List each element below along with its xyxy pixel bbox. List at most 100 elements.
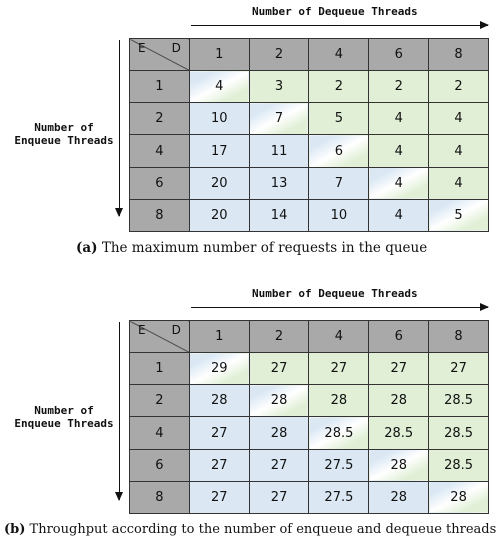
col-header: 1 — [188, 37, 250, 72]
table-row: 2 28 28 28 28 28.5 — [129, 384, 489, 418]
col-header: 6 — [368, 319, 430, 354]
table-cell: 28 — [308, 384, 370, 418]
corner-e-label: E — [138, 323, 146, 337]
header-row: E D 1 2 4 6 8 — [129, 37, 489, 72]
table-cell: 27 — [188, 480, 250, 515]
table-cell: 5 — [428, 198, 489, 233]
row-axis-label-line1: Number of — [34, 404, 94, 417]
table-cell: 6 — [308, 134, 370, 168]
table-cell: 4 — [428, 166, 489, 200]
table-cell: 27.5 — [308, 448, 370, 482]
table-cell: 28.5 — [428, 416, 489, 450]
header-row: E D 1 2 4 6 8 — [129, 319, 489, 354]
col-header: 2 — [248, 319, 310, 354]
row-header: 2 — [129, 102, 190, 136]
table-cell: 2 — [368, 70, 430, 104]
table-row: 2 10 7 5 4 4 — [129, 102, 489, 136]
corner-cell: E D — [129, 37, 190, 72]
table-cell: 17 — [188, 134, 250, 168]
table-cell: 28 — [248, 384, 310, 418]
caption-text: The maximum number of requests in the qu… — [101, 240, 428, 256]
table-cell: 7 — [248, 102, 310, 136]
col-header: 2 — [248, 37, 310, 72]
table-cell: 4 — [368, 102, 430, 136]
table-cell: 3 — [248, 70, 310, 104]
panel-b-row-axis-arrow — [115, 322, 123, 501]
table-cell: 27 — [248, 448, 310, 482]
table-row: 6 27 27 27.5 28 28.5 — [129, 448, 489, 482]
table-cell: 29 — [188, 352, 250, 386]
table-cell: 28 — [368, 384, 430, 418]
table-cell: 2 — [428, 70, 489, 104]
table-row: 4 17 11 6 4 4 — [129, 134, 489, 168]
table-cell: 28.5 — [428, 448, 489, 482]
table-cell: 20 — [188, 198, 250, 233]
table-row: 1 29 27 27 27 27 — [129, 352, 489, 386]
col-header: 6 — [368, 37, 430, 72]
table-cell: 28 — [188, 384, 250, 418]
panel-a-col-axis-arrow — [191, 21, 489, 29]
table-cell: 28.5 — [368, 416, 430, 450]
table-cell: 13 — [248, 166, 310, 200]
panel-a-row-axis-label: Number of Enqueue Threads — [10, 121, 118, 147]
table-cell: 4 — [368, 166, 430, 200]
table-cell: 4 — [188, 70, 250, 104]
row-header: 1 — [129, 70, 190, 104]
corner-d-label: D — [171, 323, 181, 337]
table-row: 6 20 13 7 4 4 — [129, 166, 489, 200]
table-cell: 5 — [308, 102, 370, 136]
table-cell: 11 — [248, 134, 310, 168]
table-cell: 4 — [428, 102, 489, 136]
table-cell: 4 — [368, 198, 430, 233]
table-cell: 27 — [188, 448, 250, 482]
row-header: 6 — [129, 448, 190, 482]
corner-e-label: E — [138, 41, 146, 55]
panel-b-table: E D 1 2 4 6 8 1 29 27 27 27 27 2 28 28 2… — [129, 319, 489, 515]
row-header: 2 — [129, 384, 190, 418]
row-header: 6 — [129, 166, 190, 200]
row-axis-label-line1: Number of — [34, 121, 94, 134]
table-row: 8 27 27 27.5 28 28 — [129, 480, 489, 515]
row-header: 1 — [129, 352, 190, 386]
table-cell: 28 — [428, 480, 489, 515]
panel-b-row-axis-label: Number of Enqueue Threads — [10, 404, 118, 430]
table-cell: 2 — [308, 70, 370, 104]
col-header: 8 — [428, 37, 489, 72]
table-cell: 27.5 — [308, 480, 370, 515]
col-header: 8 — [428, 319, 489, 354]
panel-a-caption: (a) The maximum number of requests in th… — [76, 240, 427, 256]
table-cell: 27 — [428, 352, 489, 386]
table-row: 1 4 3 2 2 2 — [129, 70, 489, 104]
panel-a-table: E D 1 2 4 6 8 1 4 3 2 2 2 2 10 7 5 4 4 4… — [129, 37, 489, 233]
row-axis-label-line2: Enqueue Threads — [14, 417, 114, 430]
table-cell: 20 — [188, 166, 250, 200]
table-row: 8 20 14 10 4 5 — [129, 198, 489, 233]
row-header: 8 — [129, 198, 190, 233]
panel-b-col-axis-arrow — [191, 303, 489, 311]
table-cell: 28 — [368, 448, 430, 482]
table-row: 4 27 28 28.5 28.5 28.5 — [129, 416, 489, 450]
panel-b-col-axis-label: Number of Dequeue Threads — [252, 287, 418, 300]
table-cell: 27 — [308, 352, 370, 386]
row-header: 4 — [129, 416, 190, 450]
row-header: 4 — [129, 134, 190, 168]
col-header: 4 — [308, 37, 370, 72]
table-cell: 10 — [188, 102, 250, 136]
col-header: 4 — [308, 319, 370, 354]
table-cell: 28.5 — [428, 384, 489, 418]
table-cell: 28.5 — [308, 416, 370, 450]
table-cell: 4 — [428, 134, 489, 168]
panel-a-col-axis-label: Number of Dequeue Threads — [252, 5, 418, 18]
table-cell: 10 — [308, 198, 370, 233]
corner-d-label: D — [171, 41, 181, 55]
corner-cell: E D — [129, 319, 190, 354]
panel-a-row-axis-arrow — [115, 40, 123, 217]
table-cell: 27 — [248, 352, 310, 386]
table-cell: 27 — [188, 416, 250, 450]
caption-text: Throughput according to the number of en… — [29, 522, 497, 537]
caption-tag: (b) — [4, 522, 26, 537]
table-cell: 7 — [308, 166, 370, 200]
panel-b-caption: (b) Throughput according to the number o… — [4, 522, 496, 537]
col-header: 1 — [188, 319, 250, 354]
table-cell: 28 — [248, 416, 310, 450]
